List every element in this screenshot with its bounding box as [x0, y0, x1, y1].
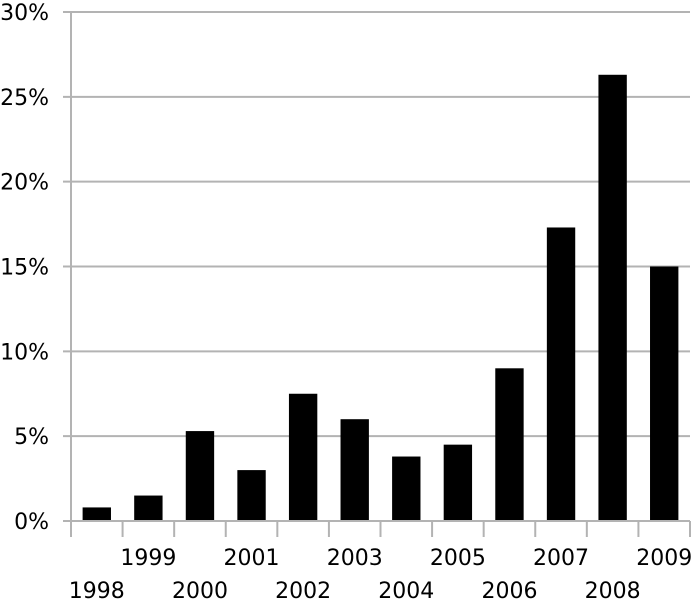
y-tick-label: 15% [0, 256, 49, 281]
x-tick-label: 2005 [430, 546, 486, 571]
bar-2009 [650, 266, 679, 521]
y-tick-label: 20% [0, 171, 49, 196]
bar-2001 [237, 470, 266, 521]
x-tick-label: 1999 [120, 546, 176, 571]
y-tick-label: 30% [0, 1, 49, 26]
axes [63, 12, 691, 537]
bar-2007 [546, 227, 576, 521]
bar-2000 [185, 431, 215, 521]
x-tick-label: 2002 [275, 579, 331, 600]
x-tick-label: 2008 [585, 579, 641, 600]
bar-2003 [340, 419, 369, 521]
bar-1998 [82, 507, 111, 521]
bar-2006 [495, 368, 524, 521]
x-tick-label: 2006 [481, 579, 537, 600]
y-tick-label: 0% [14, 510, 49, 535]
y-tick-labels: 0% 5% 10% 15% 20% 25% 30% [0, 1, 49, 535]
bar-2004 [392, 456, 421, 521]
x-tick-label: 2001 [224, 546, 280, 571]
bar-1999 [134, 495, 163, 521]
x-tick-label: 2003 [327, 546, 383, 571]
bar-2008 [598, 74, 627, 521]
x-tick-labels: 1998 1999 2000 2001 2002 2003 2004 2005 2006 2007… [69, 546, 692, 600]
x-tick-label: 2000 [172, 579, 228, 600]
bars [82, 74, 679, 521]
y-tick-label: 5% [14, 425, 49, 450]
x-tick-label: 1998 [69, 579, 125, 600]
x-tick-label: 2007 [533, 546, 589, 571]
bar-2005 [443, 444, 473, 521]
y-tick-label: 25% [0, 86, 49, 111]
x-tick-label: 2009 [636, 546, 692, 571]
y-tick-label: 10% [0, 340, 49, 365]
bar-2002 [288, 393, 318, 521]
x-tick-label: 2004 [378, 579, 434, 600]
